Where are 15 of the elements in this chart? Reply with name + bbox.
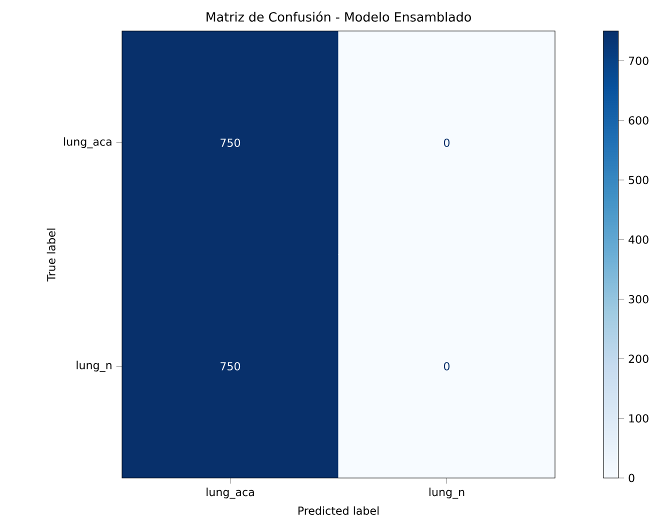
color-bar-label: 300 [628, 295, 648, 304]
color-bar-label: 700 [628, 56, 648, 65]
color-bar-label: 200 [628, 354, 648, 363]
color-bar-label: 500 [628, 176, 648, 184]
data-label: 750 [220, 138, 240, 147]
color-bar-label: 600 [628, 116, 648, 125]
color-bar-label: 400 [628, 235, 648, 244]
x-axis-title: Predicted label [298, 506, 379, 515]
chart-title: Matriz de Confusión - Modelo Ensamblado [206, 11, 471, 22]
data-label: 750 [220, 362, 240, 370]
color-bar-label: 100 [629, 414, 648, 423]
y-axis-title: True label [46, 228, 56, 282]
data-label: 0 [444, 138, 450, 147]
data-label: 0 [444, 362, 450, 370]
color-bar-label: 0 [628, 474, 634, 482]
